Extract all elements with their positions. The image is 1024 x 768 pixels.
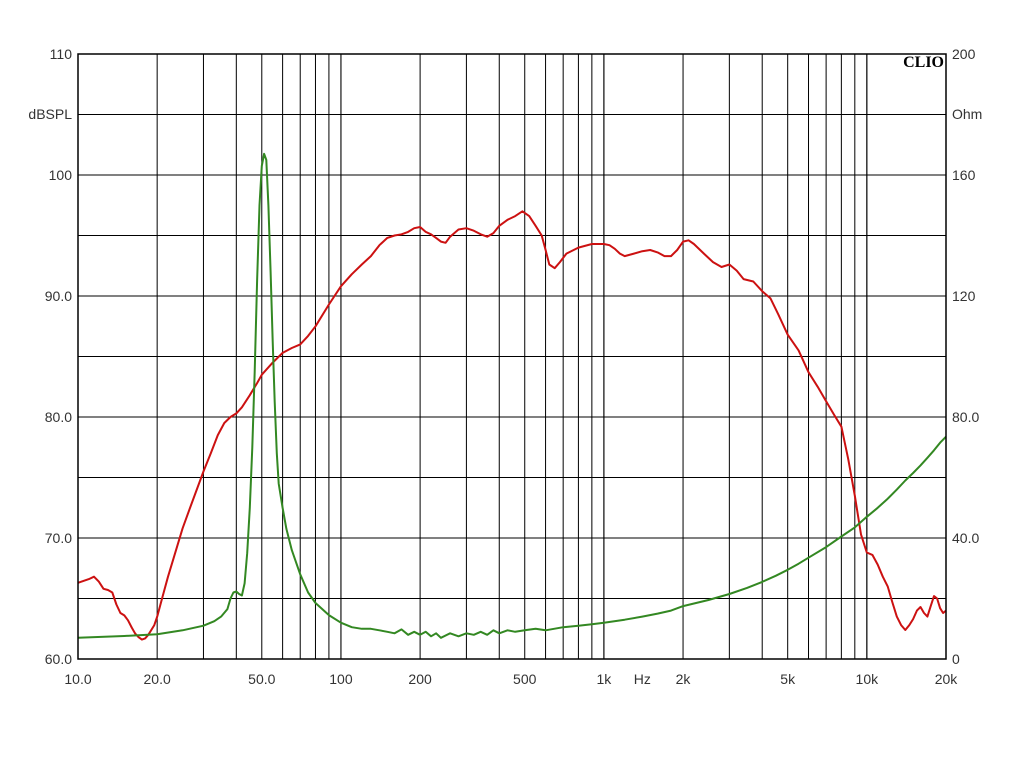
plot-frame [77,53,947,660]
chart-grid [78,54,946,659]
left-y-tick-label: 70.0 [45,530,72,546]
x-tick-label: 10k [856,671,880,687]
right-y-tick-label: 0 [952,651,960,667]
x-tick-label: 50.0 [248,671,275,687]
x-tick-label: 500 [513,671,537,687]
x-tick-label: 5k [780,671,796,687]
right-y-tick-label: 200 [952,46,976,62]
x-tick-label: 2k [676,671,692,687]
left-y-tick-label: 110 [50,46,73,62]
right-axis-unit: Ohm [952,106,982,122]
left-y-tick-label: 90.0 [45,288,72,304]
x-axis-unit: Hz [634,671,651,687]
left-axis-unit: dBSPL [28,106,72,122]
right-y-tick-label: 80.0 [952,409,979,425]
brand-logo: CLIO [903,54,944,71]
right-y-tick-label: 40.0 [952,530,979,546]
x-tick-label: 20.0 [144,671,171,687]
left-y-tick-label: 80.0 [45,409,72,425]
series-line-spl [77,210,947,641]
x-tick-label: 1k [596,671,612,687]
x-tick-label: 10.0 [64,671,91,687]
chart-series [77,152,947,641]
left-y-tick-labels: 60.0 70.0 80.0 90.0 100 110 [45,46,72,667]
x-tick-labels: 10.0 20.0 50.0 100 200 500 1k 2k 5k 10k 20k [64,671,958,687]
series-line-impedance [77,152,947,639]
right-y-tick-label: 160 [952,167,976,183]
x-tick-label: 20k [935,671,959,687]
left-y-tick-label: 100 [49,167,73,183]
x-tick-label: 100 [329,671,353,687]
right-y-tick-labels: 0 40.0 80.0 120 160 200 [952,46,979,667]
x-tick-label: 200 [408,671,432,687]
right-y-tick-label: 120 [952,288,976,304]
left-y-tick-label: 60.0 [45,651,72,667]
